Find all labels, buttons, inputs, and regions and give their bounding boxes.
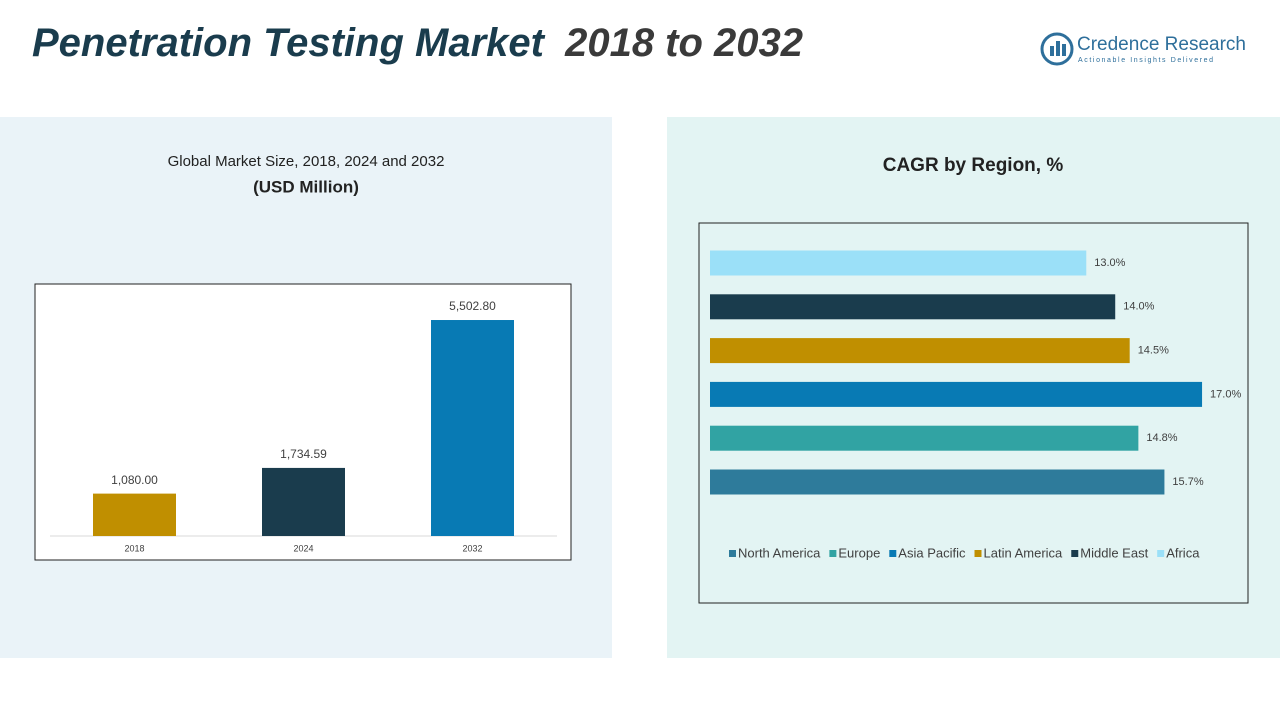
value-label: 17.0% xyxy=(1210,388,1241,400)
legend-label: Asia Pacific xyxy=(898,545,966,560)
legend-label: Africa xyxy=(1166,545,1200,560)
bar xyxy=(262,467,345,536)
bar xyxy=(710,425,1139,451)
x-tick-label: 2024 xyxy=(293,543,313,553)
legend-swatch xyxy=(729,550,736,557)
logo-icon xyxy=(1040,32,1074,66)
bar xyxy=(93,493,176,536)
chart-frame xyxy=(698,222,1249,604)
value-label: 15.7% xyxy=(1172,476,1203,488)
x-tick-label: 2032 xyxy=(462,543,482,553)
value-label: 14.5% xyxy=(1138,345,1169,357)
legend-label: Middle East xyxy=(1080,545,1148,560)
value-label: 1,734.59 xyxy=(280,447,327,461)
legend-swatch xyxy=(974,550,982,557)
logo: Credence Research Actionable Insights De… xyxy=(1040,32,1246,66)
bar xyxy=(710,250,1087,276)
legend-swatch xyxy=(1071,550,1079,557)
title-years: 2018 to 2032 xyxy=(564,21,803,65)
bar xyxy=(431,320,514,536)
value-label: 14.0% xyxy=(1123,301,1154,313)
logo-bar xyxy=(1050,46,1054,56)
tagline: Actionable Insights Delivered xyxy=(1078,57,1215,64)
value-label: 5,502.80 xyxy=(449,299,496,313)
chart-title: Global Market Size, 2018, 2024 and 2032 xyxy=(168,153,445,170)
bar xyxy=(710,294,1116,320)
logo-bar xyxy=(1062,44,1066,56)
legend-label: North America xyxy=(738,545,821,560)
legend-swatch xyxy=(889,550,897,557)
legend-swatch xyxy=(829,550,837,557)
legend-swatch xyxy=(1157,550,1165,557)
page-title: Penetration Testing Market 2018 to 2032 xyxy=(32,21,803,65)
legend-label: Latin America xyxy=(984,545,1064,560)
brand: Credence Research xyxy=(1077,34,1246,55)
chart-title: CAGR by Region, % xyxy=(883,155,1064,176)
value-label: 1,080.00 xyxy=(111,473,158,487)
bar xyxy=(710,381,1203,407)
bar xyxy=(710,469,1165,495)
bar xyxy=(710,338,1130,364)
logo-bar xyxy=(1056,41,1060,56)
chart-subtitle: (USD Million) xyxy=(253,177,359,196)
value-label: 13.0% xyxy=(1094,257,1125,269)
value-label: 14.8% xyxy=(1146,432,1177,444)
title-main: Penetration Testing Market xyxy=(32,21,546,65)
x-tick-label: 2018 xyxy=(124,543,144,553)
legend-label: Europe xyxy=(838,545,880,560)
